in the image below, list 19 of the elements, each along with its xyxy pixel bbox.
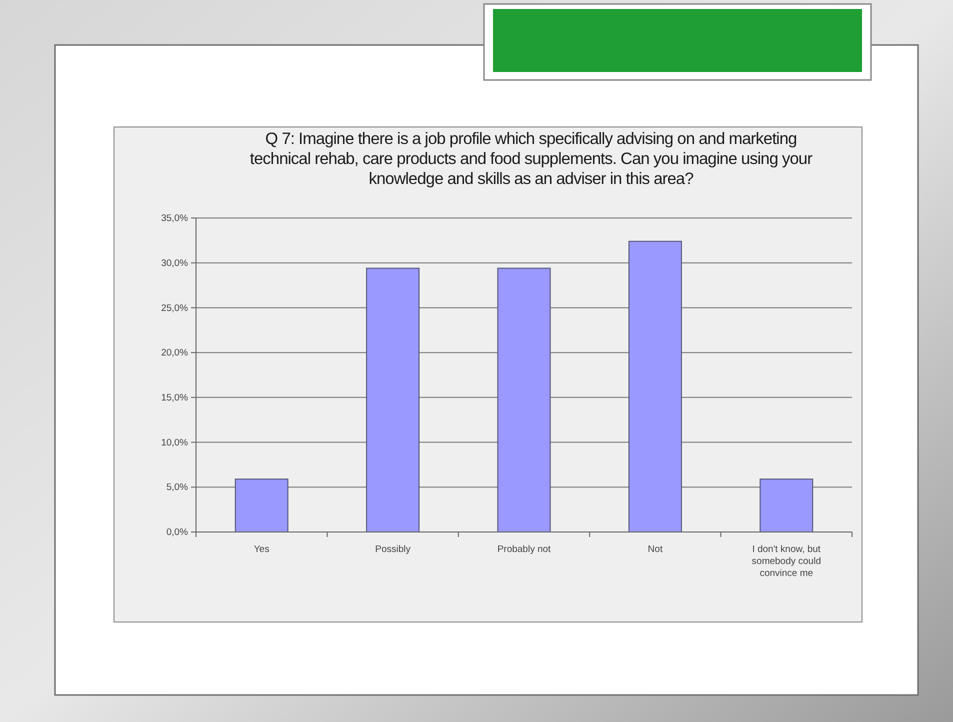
x-tick-label: Probably not (497, 544, 552, 555)
y-tick-label: 0,0% (166, 527, 189, 538)
y-tick-label: 5,0% (166, 482, 189, 494)
y-tick-label: 20,0% (161, 348, 189, 359)
x-tick-label: I don't know, but somebody could convince me (752, 544, 821, 579)
y-tick-label: 10,0% (161, 437, 189, 448)
y-tick-label: 15,0% (161, 392, 189, 404)
bar (366, 268, 420, 532)
bar (234, 478, 288, 532)
x-tick-label: Yes (254, 544, 270, 555)
y-tick-label: 25,0% (161, 302, 189, 314)
y-tick-label: 30,0% (161, 258, 189, 269)
x-tick-label: Not (648, 544, 663, 555)
chart-title: Q 7: Imagine there is a job profile which specifically advising on and marketing technical rehab, care products and food supplements. Can you imagine using your knowledge and skills as an adviser in this area? (250, 130, 814, 188)
y-tick-label: 35,0% (161, 213, 189, 224)
bar (760, 478, 814, 532)
bar (628, 240, 682, 532)
x-tick-label: Possibly (375, 544, 411, 555)
bar (497, 268, 551, 532)
